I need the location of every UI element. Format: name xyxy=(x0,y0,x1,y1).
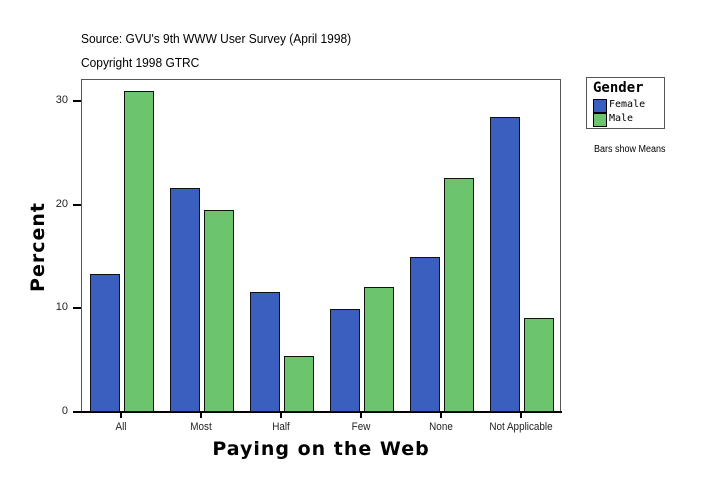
y-tick-label: 30 xyxy=(55,93,68,106)
y-axis-title: Percent xyxy=(27,202,49,292)
y-tick-label: 20 xyxy=(55,197,68,210)
bar-male xyxy=(124,90,154,412)
x-tick xyxy=(120,412,122,418)
bar-male xyxy=(524,317,554,412)
x-tick-label: Half xyxy=(272,421,290,433)
legend-swatch-female xyxy=(593,99,607,113)
legend-label-female: Female xyxy=(609,99,646,110)
legend-title: Gender xyxy=(593,80,644,96)
legend-swatch-male xyxy=(593,113,607,127)
bar-female xyxy=(90,274,120,412)
bar-female xyxy=(330,309,360,412)
bar-male xyxy=(204,209,234,412)
x-tick-label: Most xyxy=(190,421,212,433)
bar-female xyxy=(490,117,520,412)
plot-area xyxy=(81,79,561,412)
x-axis-line xyxy=(73,411,562,413)
x-tick-label: None xyxy=(429,421,453,433)
y-tick xyxy=(73,307,81,310)
bars-note: Bars show Means xyxy=(594,144,666,155)
bar-female xyxy=(170,188,200,412)
copyright-text: Copyright 1998 GTRC xyxy=(81,55,200,70)
x-tick-label: All xyxy=(115,421,127,433)
y-tick xyxy=(73,99,81,102)
x-axis-title: Paying on the Web xyxy=(212,438,430,460)
legend: Gender Female Male xyxy=(586,77,665,129)
legend-label-male: Male xyxy=(609,113,634,124)
bar-female xyxy=(410,257,440,412)
x-tick xyxy=(280,412,282,418)
y-tick-label: 0 xyxy=(61,405,68,417)
x-tick xyxy=(360,412,362,418)
bar-female xyxy=(250,291,280,412)
source-text: Source: GVU's 9th WWW User Survey (April… xyxy=(81,31,352,46)
y-tick-label: 10 xyxy=(55,301,68,314)
x-tick xyxy=(520,412,522,418)
x-tick-label: Few xyxy=(351,421,371,433)
bar-male xyxy=(364,286,394,412)
bar-male xyxy=(444,177,474,412)
x-tick xyxy=(200,412,202,418)
x-tick-label: Not Applicable xyxy=(489,421,553,433)
bar-male xyxy=(284,356,314,412)
x-tick xyxy=(440,412,442,418)
y-tick xyxy=(73,203,81,206)
